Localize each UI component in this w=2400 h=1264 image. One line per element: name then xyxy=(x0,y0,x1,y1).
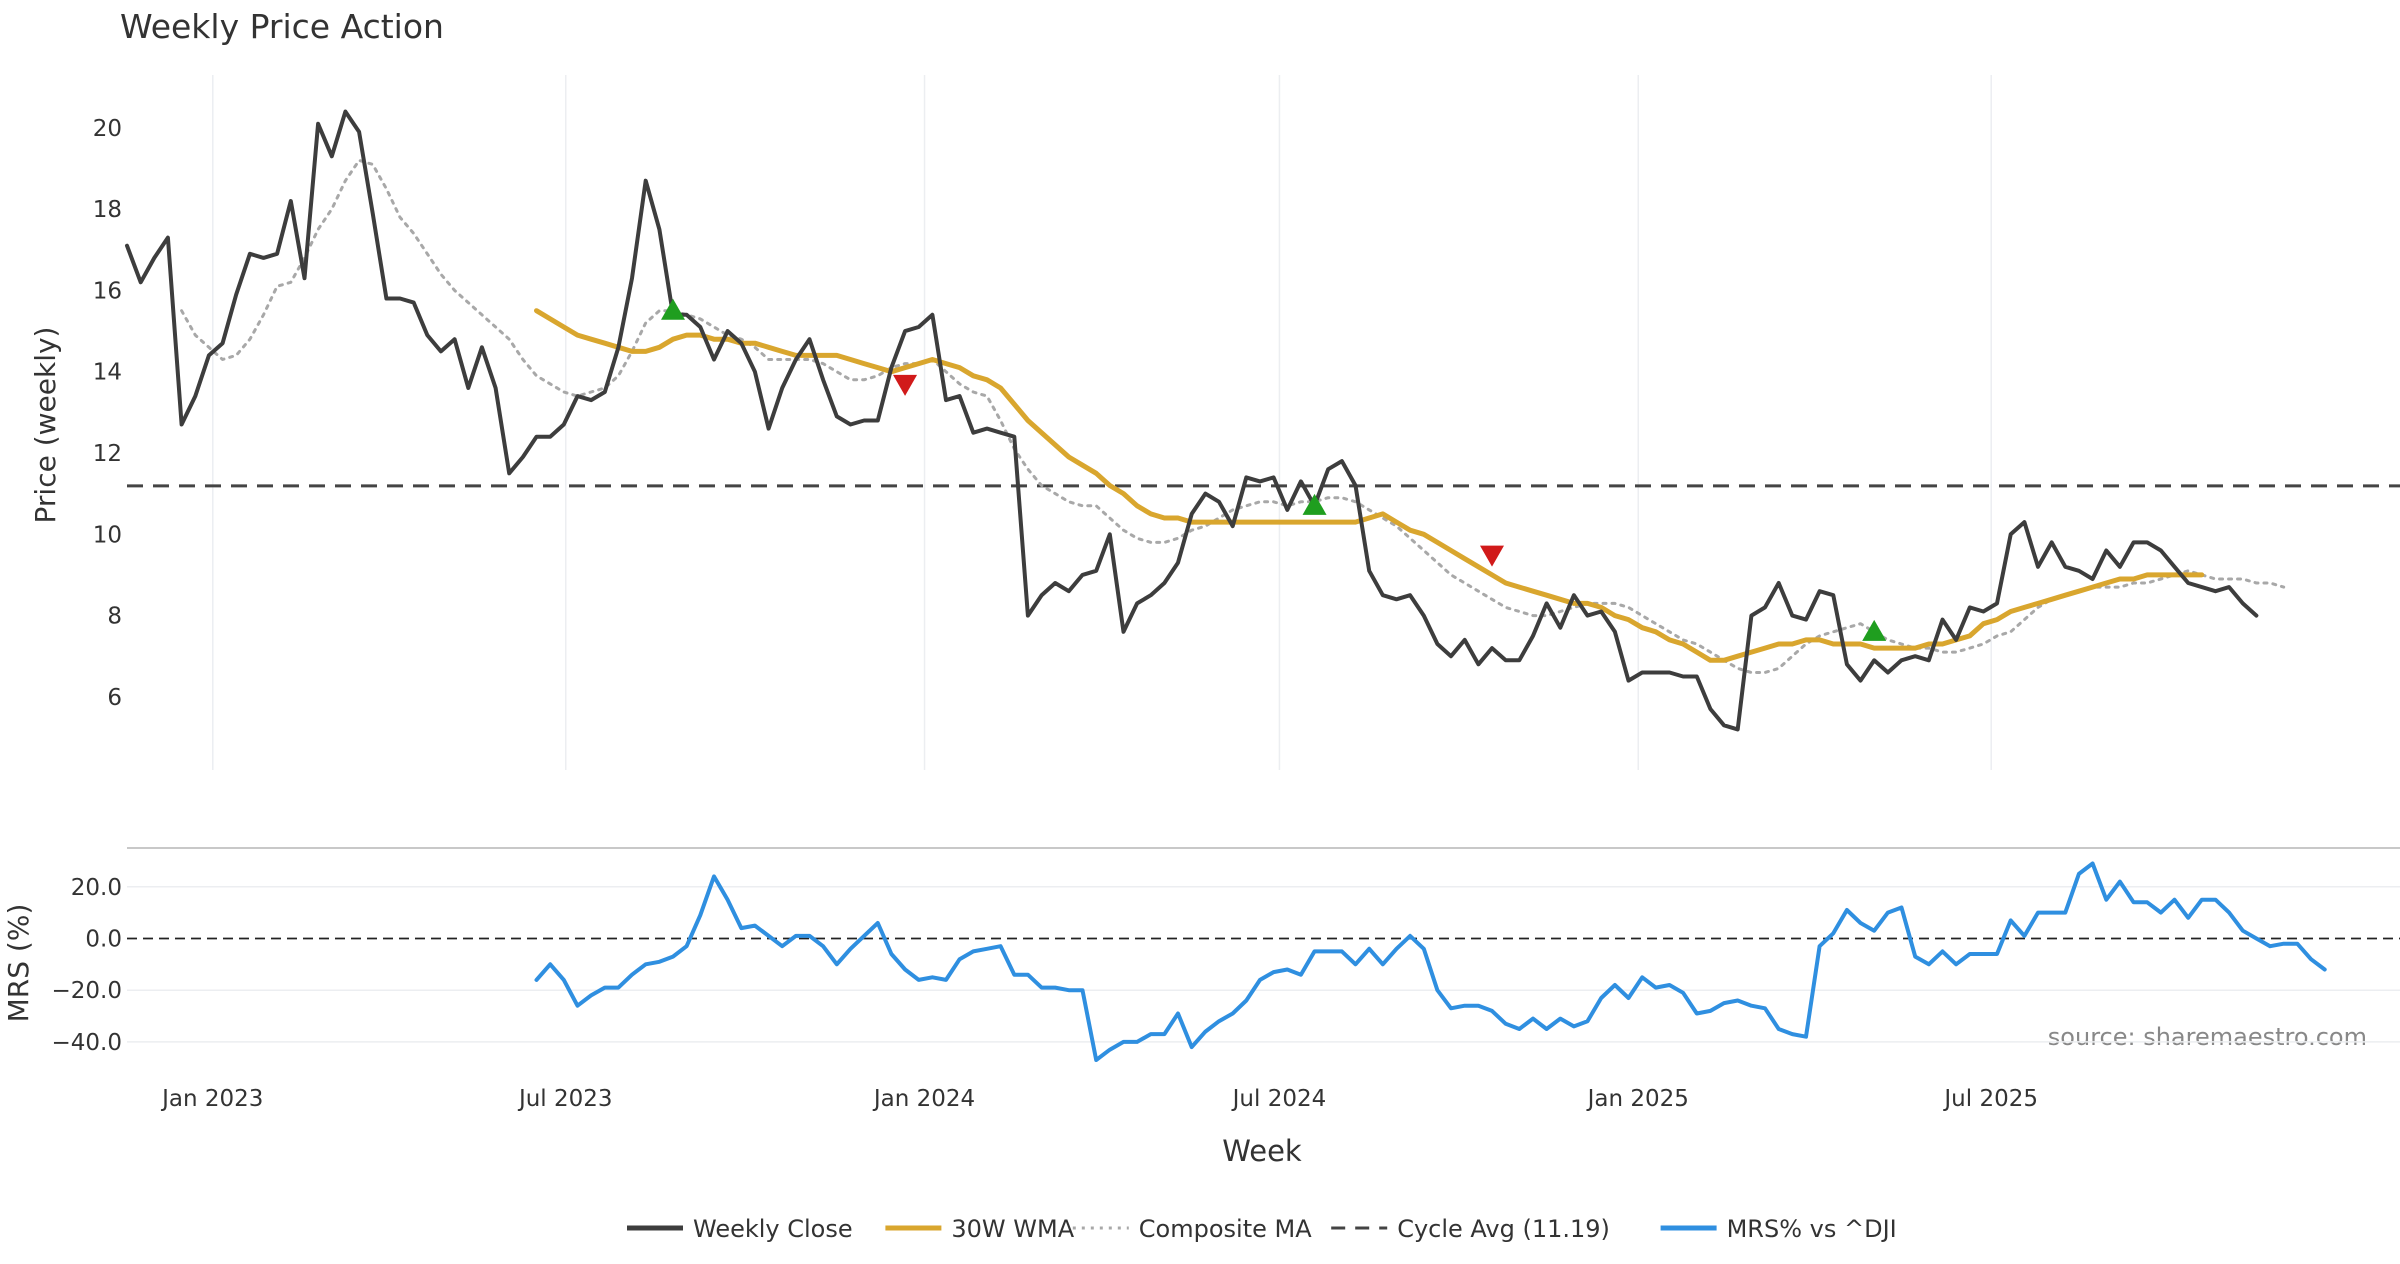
mrs-y-axis-label: MRS (%) xyxy=(2,904,35,1023)
price-y-tick-label: 14 xyxy=(93,360,122,386)
source-annotation: source: sharemaestro.com xyxy=(2048,1023,2367,1051)
x-tick-label: Jul 2025 xyxy=(1942,1086,2038,1112)
buy-signal-marker xyxy=(1302,493,1327,515)
price-y-tick-label: 16 xyxy=(93,278,122,304)
x-tick-label: Jan 2025 xyxy=(1586,1086,1689,1112)
price-y-tick-label: 18 xyxy=(93,197,122,223)
price-y-tick-label: 6 xyxy=(107,685,122,711)
legend-label: Weekly Close xyxy=(693,1215,853,1243)
mrs-y-tick-label: −20.0 xyxy=(52,978,122,1004)
price-y-tick-label: 12 xyxy=(93,441,122,467)
legend-label: Composite MA xyxy=(1139,1215,1312,1243)
mrs-y-tick-label: 20.0 xyxy=(71,875,122,901)
composite-ma-line xyxy=(180,158,2286,674)
price-y-axis-label: Price (weekly) xyxy=(29,327,62,524)
price-y-tick-label: 8 xyxy=(107,604,122,630)
mrs-line xyxy=(534,861,2327,1062)
x-tick-label: Jan 2023 xyxy=(160,1086,263,1112)
buy-signal-marker xyxy=(661,298,685,320)
sell-signal-marker xyxy=(893,374,918,396)
price-y-tick-label: 20 xyxy=(93,116,122,142)
weekly-close-line xyxy=(125,109,2259,732)
price-y-tick-label: 10 xyxy=(93,522,122,548)
x-tick-label: Jul 2024 xyxy=(1231,1086,1327,1112)
legend-label: MRS% vs ^DJI xyxy=(1727,1215,1897,1243)
x-axis-label: Week xyxy=(1222,1134,1302,1168)
x-tick-label: Jan 2024 xyxy=(872,1086,975,1112)
legend-label: Cycle Avg (11.19) xyxy=(1397,1215,1610,1243)
legend-label: 30W WMA xyxy=(951,1215,1074,1243)
sell-signal-marker xyxy=(1480,545,1504,567)
mrs-y-tick-label: 0.0 xyxy=(85,926,122,952)
mrs-y-tick-label: −40.0 xyxy=(52,1030,122,1056)
chart-title: Weekly Price Action xyxy=(120,7,444,46)
x-tick-label: Jul 2023 xyxy=(517,1086,613,1112)
buy-signal-marker xyxy=(1862,619,1887,641)
